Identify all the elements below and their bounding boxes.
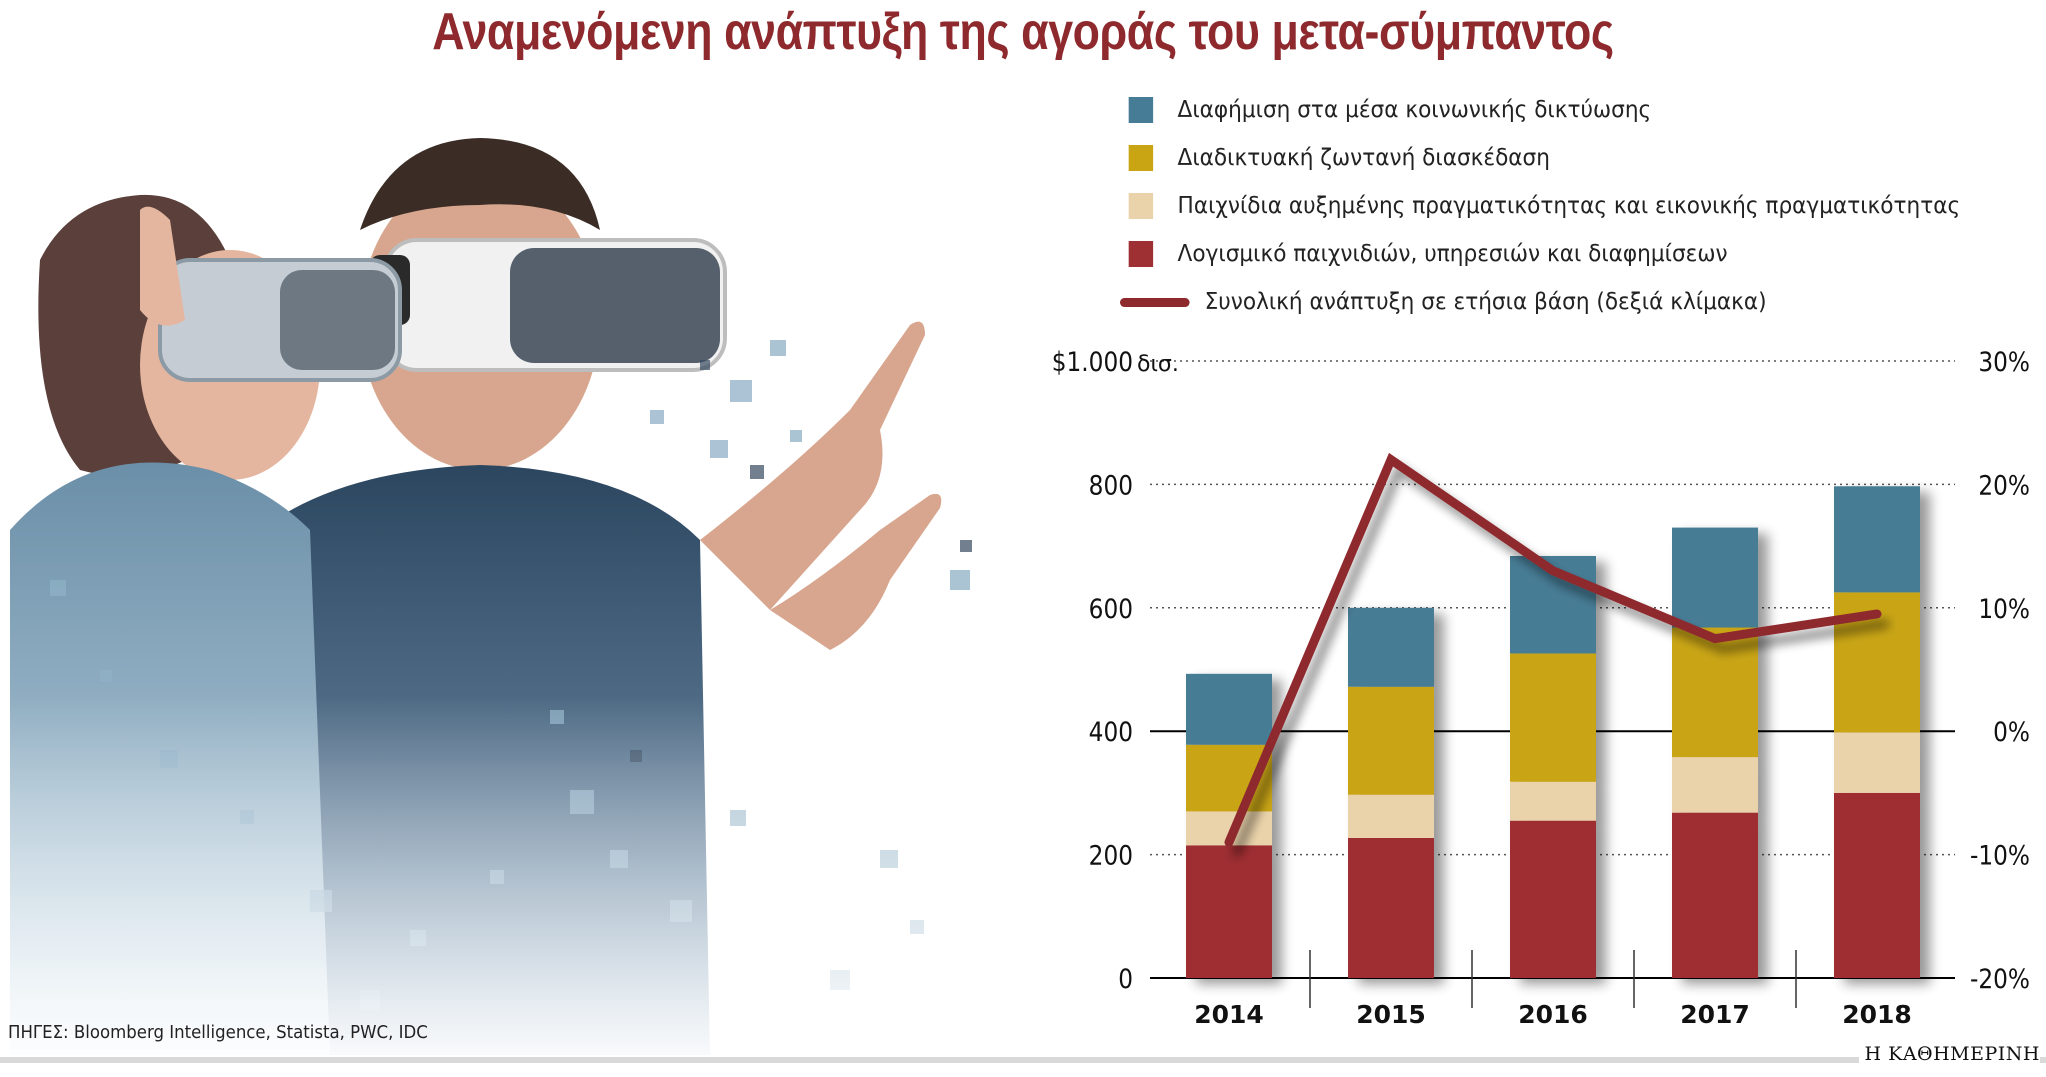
x-tick-label: 2014 <box>1194 1000 1264 1029</box>
x-tick-label: 2016 <box>1518 1000 1588 1029</box>
legend-label-game-software: Λογισμικό παιχνιδιών, υπηρεσιών και διαφ… <box>1177 241 1728 267</box>
growth-line-point <box>1228 841 1230 843</box>
y2-tick-label: -10% <box>1970 840 2030 871</box>
bottom-divider <box>0 1057 2046 1063</box>
growth-line-point <box>1714 638 1716 640</box>
y2-tick-label: 10% <box>1978 593 2030 624</box>
legend-swatch-ar-vr-games <box>1128 193 1154 219</box>
bar-segment <box>1672 527 1758 628</box>
bar-segment <box>1672 627 1758 758</box>
legend-item-live-entertainment: Διαδικτυακή ζωντανή διασκέδαση <box>1108 138 1550 178</box>
y-tick-label: 400 <box>1089 717 1133 748</box>
bar-stack-2015 <box>1348 607 1434 978</box>
growth-line-point <box>1876 613 1878 615</box>
legend-swatch-live-entertainment <box>1128 145 1154 171</box>
bar-segment <box>1834 486 1920 593</box>
publisher-logo: Η ΚΑΘΗΜΕΡΙΝΗ <box>1858 1043 2040 1065</box>
bar-stack-2014 <box>1186 673 1272 978</box>
bar-segment <box>1834 792 1920 978</box>
bar-segment <box>1834 732 1920 793</box>
bar-segment <box>1186 673 1272 745</box>
bar-segment <box>1510 820 1596 978</box>
source-note: ΠΗΓΕΣ: Bloomberg Intelligence, Statista,… <box>8 1022 428 1043</box>
legend-item-social-ads: Διαφήμιση στα μέσα κοινωνικής δικτύωσης <box>1108 90 1651 130</box>
legend-item-game-software: Λογισμικό παιχνιδιών, υπηρεσιών και διαφ… <box>1108 234 1728 274</box>
bar-segment <box>1510 781 1596 821</box>
y-axis-unit: δισ. <box>1137 352 1179 377</box>
y-tick-label: 600 <box>1089 593 1133 624</box>
x-tick-label: 2018 <box>1842 1000 1912 1029</box>
y-tick-label: 0 <box>1118 963 1133 994</box>
legend-item-total-growth: Συνολική ανάπτυξη σε ετήσια βάση (δεξιά … <box>1120 282 1767 322</box>
y-tick-label: 200 <box>1089 840 1133 871</box>
x-tick-label: 2015 <box>1356 1000 1426 1029</box>
bar-segment <box>1348 837 1434 978</box>
bar-segment <box>1348 686 1434 795</box>
growth-line-point <box>1390 459 1392 461</box>
legend-label-live-entertainment: Διαδικτυακή ζωντανή διασκέδαση <box>1177 145 1550 171</box>
legend-label-ar-vr-games: Παιχνίδια αυξημένης πραγματικότητας και … <box>1177 193 1961 219</box>
y2-tick-label: 0% <box>1993 717 2030 748</box>
x-tick-label: 2017 <box>1680 1000 1750 1029</box>
y-tick-label: $1.000 <box>1052 346 1133 377</box>
bar-segment <box>1672 812 1758 978</box>
legend-label-total-growth: Συνολική ανάπτυξη σε ετήσια βάση (δεξιά … <box>1204 289 1767 315</box>
y2-tick-label: 20% <box>1978 470 2030 501</box>
growth-line-point <box>1552 570 1554 572</box>
legend-swatch-game-software <box>1128 241 1154 267</box>
legend-item-ar-vr-games: Παιχνίδια αυξημένης πραγματικότητας και … <box>1108 186 1960 226</box>
y2-tick-label: 30% <box>1978 346 2030 377</box>
bar-segment <box>1510 653 1596 782</box>
bar-segment <box>1348 794 1434 838</box>
y2-tick-label: -20% <box>1970 963 2030 994</box>
bar-stack-2016 <box>1510 555 1596 978</box>
bar-stack-2018 <box>1834 486 1920 978</box>
legend-label-social-ads: Διαφήμιση στα μέσα κοινωνικής δικτύωσης <box>1177 97 1652 123</box>
page-title: Αναμενόμενη ανάπτυξη της αγοράς του μετα… <box>432 3 1614 61</box>
bar-stack-2017 <box>1672 527 1758 978</box>
legend-swatch-total-growth <box>1120 297 1190 307</box>
bar-segment <box>1186 845 1272 978</box>
legend-swatch-social-ads <box>1128 97 1154 123</box>
bar-segment <box>1672 757 1758 813</box>
y-tick-label: 800 <box>1089 470 1133 501</box>
bar-segment <box>1348 607 1434 687</box>
vr-headset-illustration <box>10 110 1010 1055</box>
